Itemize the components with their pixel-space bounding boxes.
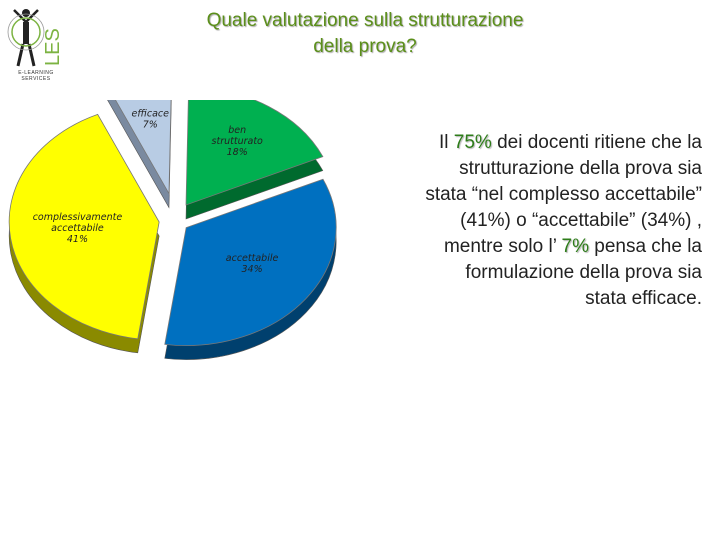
title-line-2: della prova? [313,36,417,57]
highlight-75: 75% [453,132,492,153]
pie-slice-3 [164,178,337,346]
title-line-1: Quale valutazione sulla strutturazione [206,10,524,31]
summary-text: Il 75% dei docenti ritiene che la strutt… [420,130,702,312]
highlight-7: 7% [561,236,589,257]
summary-part-3: pensa che la formulazione della prova si… [465,236,702,309]
logo: LES E-LEARNING SERVICES [6,4,66,82]
pie-tops [8,100,337,346]
logo-caption: E-LEARNING SERVICES [18,70,54,82]
pie-chart: complessivamente accettabile 41% efficace 7%… [8,100,337,360]
summary-part-2: dei docenti ritiene che la strutturazion… [425,132,702,257]
pie-label-0: complessivamente accettabile 41% [33,212,123,245]
pie-labels: complessivamente accettabile 41% efficace 7%… [33,108,279,275]
pie-slice-2 [185,100,324,206]
pie-label-2: ben strutturato 18% [212,125,264,158]
pie-label-3: accettabile 34% [226,253,279,275]
pie-slice-1 [115,100,172,196]
pie-label-1: efficace 7% [132,108,170,130]
logo-figure-icon: LES [7,9,64,67]
summary-part-1: Il [439,132,454,153]
pie-slice-0 [8,113,160,340]
logo-letters: LES [42,28,64,66]
page-title: Quale valutazione sulla strutturazione d… [190,8,540,60]
